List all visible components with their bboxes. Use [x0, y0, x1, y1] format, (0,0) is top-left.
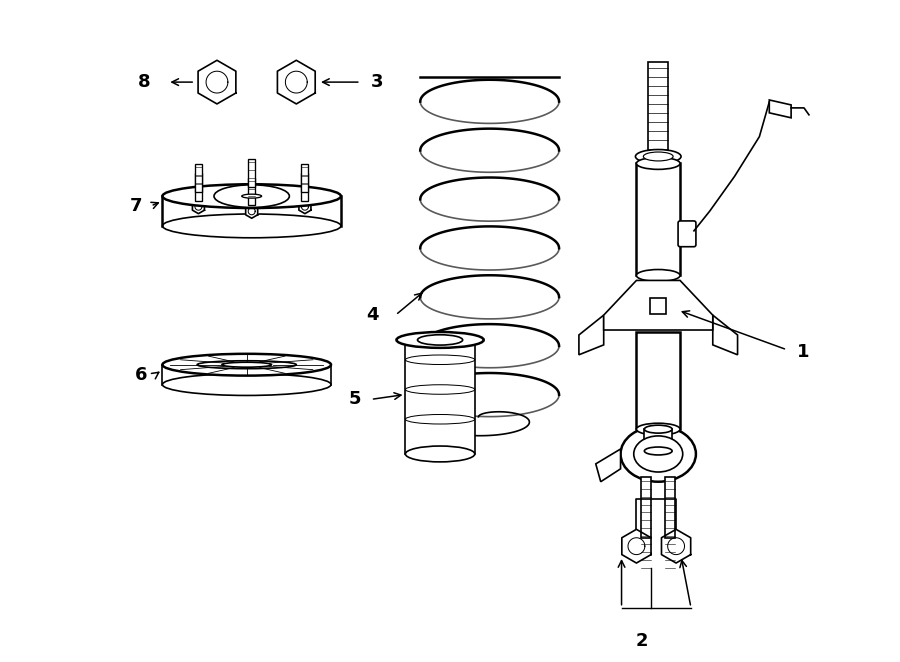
Ellipse shape	[644, 425, 672, 433]
Polygon shape	[770, 100, 791, 118]
Ellipse shape	[635, 150, 681, 164]
Ellipse shape	[405, 446, 475, 462]
Ellipse shape	[418, 335, 463, 345]
Bar	[195, 164, 202, 191]
Polygon shape	[604, 281, 713, 330]
Ellipse shape	[644, 152, 673, 161]
Ellipse shape	[636, 158, 680, 169]
FancyBboxPatch shape	[678, 221, 696, 247]
Polygon shape	[277, 60, 315, 104]
Polygon shape	[299, 200, 310, 214]
Ellipse shape	[214, 185, 290, 207]
Text: 8: 8	[138, 73, 150, 91]
Ellipse shape	[634, 436, 683, 472]
Polygon shape	[596, 449, 621, 482]
Polygon shape	[246, 205, 257, 218]
Polygon shape	[299, 191, 310, 205]
Text: 7: 7	[130, 197, 142, 215]
Text: 5: 5	[348, 391, 361, 408]
Text: 2: 2	[635, 632, 648, 651]
Ellipse shape	[636, 269, 680, 281]
Ellipse shape	[242, 194, 262, 198]
Bar	[665, 477, 675, 538]
Ellipse shape	[162, 214, 341, 238]
Bar	[248, 177, 255, 205]
Ellipse shape	[397, 332, 483, 348]
Bar	[644, 429, 672, 451]
Polygon shape	[662, 530, 690, 563]
Bar	[302, 164, 309, 191]
Polygon shape	[193, 191, 204, 205]
Text: 3: 3	[371, 73, 383, 91]
Bar	[248, 159, 255, 187]
Polygon shape	[622, 530, 651, 563]
Bar	[195, 173, 202, 201]
Ellipse shape	[222, 362, 272, 367]
Polygon shape	[246, 186, 257, 200]
Ellipse shape	[644, 447, 672, 455]
Polygon shape	[193, 200, 204, 214]
Ellipse shape	[162, 373, 331, 395]
Bar	[648, 62, 668, 156]
Polygon shape	[198, 60, 236, 104]
Bar	[405, 340, 475, 454]
Bar	[642, 477, 652, 538]
Ellipse shape	[162, 354, 331, 375]
Polygon shape	[713, 315, 738, 355]
Text: 1: 1	[797, 343, 810, 361]
Ellipse shape	[197, 361, 296, 369]
Bar	[636, 332, 680, 429]
Bar	[636, 164, 680, 275]
Text: 4: 4	[366, 306, 379, 324]
Bar	[651, 299, 666, 314]
Ellipse shape	[636, 423, 680, 435]
Polygon shape	[579, 315, 604, 355]
Ellipse shape	[162, 184, 341, 208]
Ellipse shape	[621, 426, 696, 482]
Text: 6: 6	[135, 365, 148, 384]
Bar	[302, 173, 309, 201]
